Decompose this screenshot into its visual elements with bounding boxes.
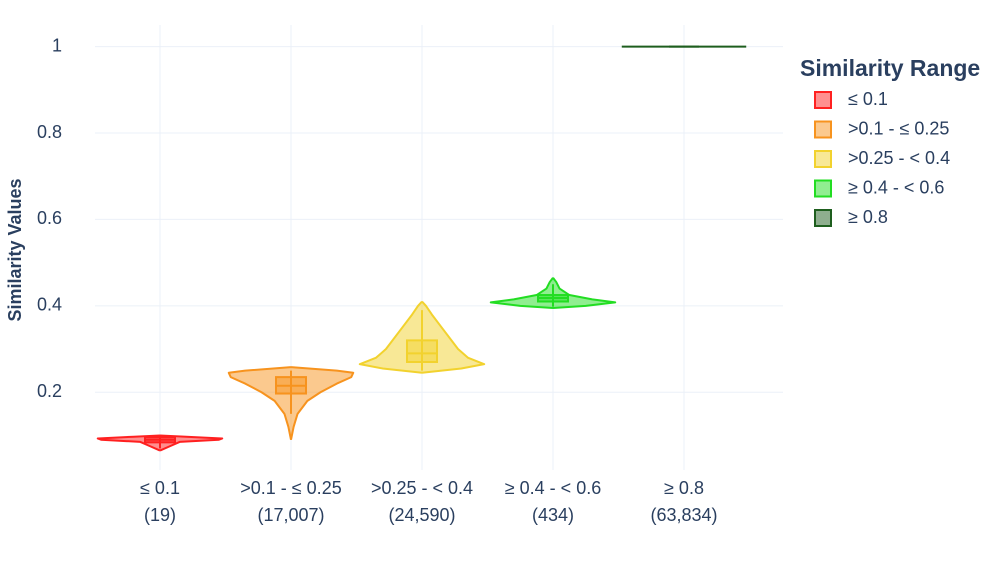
legend-swatch bbox=[814, 179, 832, 198]
legend-label: >0.25 - < 0.4 bbox=[848, 148, 950, 168]
box bbox=[406, 339, 438, 363]
x-tick-count: (17,007) bbox=[257, 505, 324, 525]
x-tick-count: (434) bbox=[532, 505, 574, 525]
legend-swatch bbox=[814, 91, 832, 109]
violin-left bbox=[96, 434, 161, 452]
x-tick-count: (63,834) bbox=[650, 505, 717, 525]
y-tick-label: 0.4 bbox=[37, 295, 62, 315]
x-tick-label: ≥ 0.4 - < 0.6 bbox=[505, 478, 601, 498]
y-tick-label: 0.2 bbox=[37, 381, 62, 401]
x-tick-label: >0.25 - < 0.4 bbox=[371, 478, 473, 498]
x-tick-label: ≤ 0.1 bbox=[140, 478, 180, 498]
violin-left bbox=[227, 366, 292, 440]
violin-right bbox=[290, 366, 355, 440]
legend-label: >0.1 - ≤ 0.25 bbox=[848, 118, 949, 138]
violin-right bbox=[421, 300, 486, 374]
violin-left bbox=[489, 277, 554, 309]
legend-title: Similarity Range bbox=[800, 55, 980, 81]
x-tick-label: ≥ 0.8 bbox=[664, 478, 704, 498]
legend-label: ≤ 0.1 bbox=[848, 89, 888, 109]
x-tick-label: >0.1 - ≤ 0.25 bbox=[240, 478, 341, 498]
legend-swatch bbox=[814, 150, 832, 168]
legend-swatch bbox=[814, 120, 832, 139]
legend-label: ≥ 0.8 bbox=[848, 207, 888, 227]
violin-right bbox=[159, 434, 224, 452]
violin-right bbox=[552, 277, 617, 309]
violin-left bbox=[358, 300, 423, 374]
legend-swatch bbox=[814, 209, 832, 227]
x-tick-count: (19) bbox=[144, 505, 176, 525]
x-tick-count: (24,590) bbox=[388, 505, 455, 525]
y-tick-label: 0.8 bbox=[37, 122, 62, 142]
y-tick-label: 1 bbox=[52, 35, 62, 55]
legend-label: ≥ 0.4 - < 0.6 bbox=[848, 177, 944, 197]
y-axis-title: Similarity Values bbox=[5, 178, 25, 321]
y-tick-label: 0.6 bbox=[37, 208, 62, 228]
